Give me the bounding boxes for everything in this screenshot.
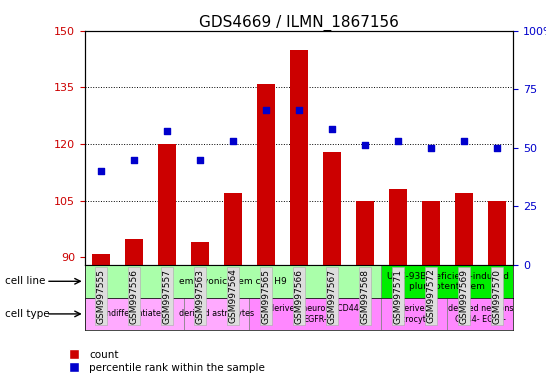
Bar: [85, 265, 381, 298]
Point: [130, 157, 139, 163]
Text: GSM997567: GSM997567: [328, 269, 336, 324]
Bar: [250, 298, 381, 330]
Point: [262, 107, 270, 113]
Bar: [422, 201, 440, 265]
Text: GSM997555: GSM997555: [97, 269, 105, 324]
Text: cell type: cell type: [5, 309, 50, 319]
Bar: [183, 298, 250, 330]
Bar: [92, 253, 110, 265]
Title: GDS4669 / ILMN_1867156: GDS4669 / ILMN_1867156: [199, 15, 399, 31]
Bar: [323, 152, 341, 265]
Bar: [85, 298, 183, 330]
Bar: [488, 201, 506, 265]
Text: GSM997564: GSM997564: [228, 269, 238, 323]
Bar: [447, 298, 513, 330]
Text: GSM997566: GSM997566: [294, 269, 304, 324]
Point: [229, 138, 238, 144]
Point: [328, 126, 336, 132]
Point: [394, 138, 402, 144]
Text: derived astrocytes: derived astrocytes: [179, 310, 254, 318]
Text: GSM997572: GSM997572: [426, 269, 435, 323]
Point: [426, 145, 435, 151]
Bar: [455, 193, 473, 265]
Text: embryonic stem cell H9: embryonic stem cell H9: [179, 277, 287, 286]
Point: [97, 168, 105, 174]
Bar: [191, 242, 209, 265]
Text: GSM997556: GSM997556: [129, 269, 139, 324]
Legend: count, percentile rank within the sample: count, percentile rank within the sample: [60, 346, 269, 377]
Text: undifferentiated: undifferentiated: [102, 310, 167, 318]
Text: GSM997563: GSM997563: [195, 269, 205, 324]
Bar: [290, 50, 308, 265]
Bar: [381, 265, 513, 298]
Text: derived neurons
CD44- EGFR-: derived neurons CD44- EGFR-: [448, 304, 513, 324]
Point: [459, 138, 468, 144]
Bar: [257, 84, 275, 265]
Text: GSM997569: GSM997569: [459, 269, 468, 324]
Text: cell line: cell line: [5, 276, 46, 286]
Bar: [356, 201, 374, 265]
Bar: [125, 238, 143, 265]
Point: [195, 157, 204, 163]
Text: GSM997568: GSM997568: [360, 269, 370, 324]
Text: GSM997570: GSM997570: [492, 269, 501, 324]
Point: [492, 145, 501, 151]
Text: derived neurons CD44-
EGFR-: derived neurons CD44- EGFR-: [269, 304, 362, 324]
Bar: [224, 193, 242, 265]
Text: GSM997565: GSM997565: [262, 269, 270, 324]
Text: derived
astrocytes: derived astrocytes: [393, 304, 435, 324]
Bar: [381, 298, 447, 330]
Point: [360, 142, 369, 149]
Point: [163, 128, 171, 134]
Point: [295, 107, 304, 113]
Bar: [389, 189, 407, 265]
Text: GSM997557: GSM997557: [163, 269, 171, 324]
Text: GSM997571: GSM997571: [393, 269, 402, 324]
Bar: [158, 144, 176, 265]
Text: UNC-93B-deficient-induced
pluripotent stem: UNC-93B-deficient-induced pluripotent st…: [386, 271, 509, 291]
